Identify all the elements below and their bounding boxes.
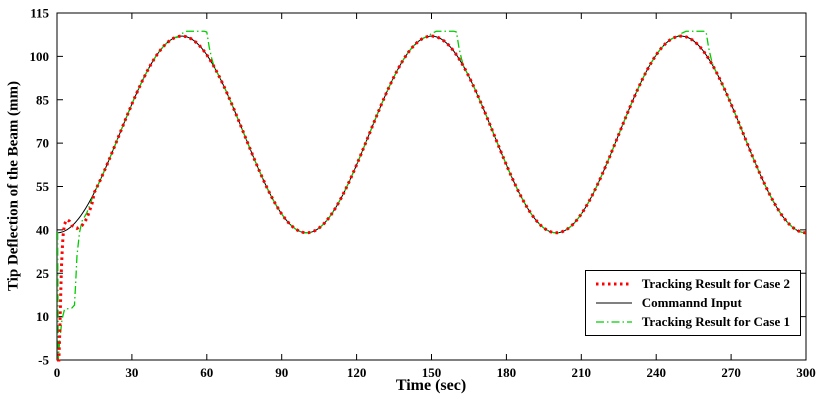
- x-tick-label: 270: [721, 365, 741, 380]
- x-tick-label: 0: [54, 365, 61, 380]
- legend-label-command: Commannd Input: [641, 295, 742, 310]
- x-tick-label: 120: [347, 365, 367, 380]
- x-tick-label: 180: [497, 365, 517, 380]
- legend-item-case2: Tracking Result for Case 2: [594, 276, 790, 292]
- x-tick-label: 240: [646, 365, 666, 380]
- y-tick-label: 70: [36, 136, 49, 151]
- x-tick-label: 300: [796, 365, 816, 380]
- y-tick-label: 25: [36, 266, 50, 281]
- legend-label-case1: Tracking Result for Case 1: [641, 314, 790, 329]
- y-tick-label: 100: [30, 49, 50, 64]
- x-tick-label: 210: [572, 365, 592, 380]
- legend-line-dashdot-icon: [595, 321, 632, 323]
- legend-line-solid-icon: [595, 302, 632, 304]
- y-tick-label: -5: [38, 353, 49, 368]
- y-tick-label: 10: [36, 309, 49, 324]
- y-tick-label: 40: [36, 222, 49, 237]
- x-tick-label: 90: [275, 365, 288, 380]
- y-tick-label: 55: [36, 179, 50, 194]
- legend-item-command: Commannd Input: [594, 295, 790, 311]
- legend-line-dotted-icon: [595, 282, 632, 286]
- legend-label-case2: Tracking Result for Case 2: [641, 276, 790, 291]
- x-tick-label: 30: [125, 365, 138, 380]
- legend-item-case1: Tracking Result for Case 1: [594, 314, 790, 330]
- x-tick-label: 60: [200, 365, 213, 380]
- x-axis-label: Time (sec): [395, 377, 467, 394]
- y-tick-label: 85: [36, 92, 50, 107]
- legend: Tracking Result for Case 2 Commannd Inpu…: [584, 270, 801, 336]
- y-tick-label: 115: [30, 6, 49, 21]
- series-line-1: [57, 34, 807, 362]
- series-line-2: [56, 35, 807, 234]
- y-axis-label: Tip Deflection of the Beam (mm): [5, 80, 22, 292]
- x-tick-label: 150: [422, 365, 442, 380]
